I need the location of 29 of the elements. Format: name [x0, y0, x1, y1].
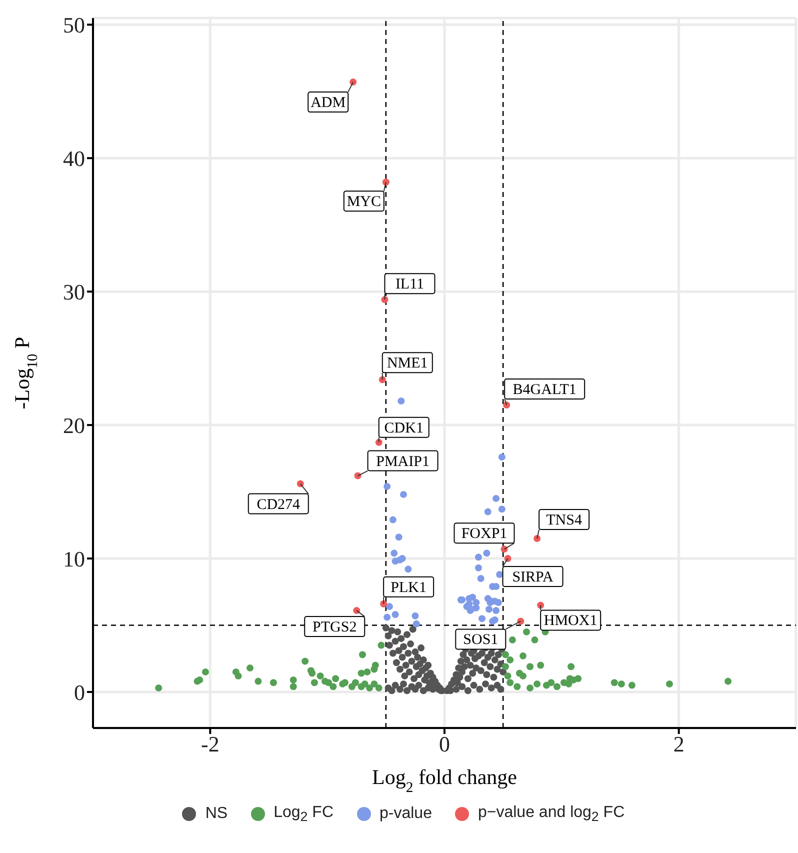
- annotation: IL11: [395, 276, 424, 293]
- annotation: HMOX1: [544, 613, 598, 630]
- annotation: MYC: [346, 194, 382, 210]
- annotation: PLK1: [390, 580, 426, 596]
- annotation: PMAIP1: [376, 454, 430, 470]
- annotation: TNS4: [546, 512, 582, 528]
- x-axis-title: Log$_{2}$ fold change: [372, 765, 517, 796]
- annotation: CDK1: [384, 420, 424, 436]
- y-tick-label: 20: [63, 412, 85, 438]
- annotation: NME1: [386, 356, 428, 372]
- y-tick-label: 40: [63, 146, 85, 171]
- legend-label: NS: [205, 805, 228, 824]
- annotation: PTGS2: [312, 620, 357, 636]
- legend-label: p−value and log$_{2}$ FC: [478, 804, 625, 824]
- y-tick-label: 10: [63, 546, 85, 572]
- y-tick-label: 50: [63, 12, 85, 38]
- legend-label: p-value: [380, 805, 432, 824]
- y-tick-label: 30: [63, 279, 85, 304]
- x-tick-label: 0: [439, 732, 450, 757]
- legend-label: Log$_{2}$ FC: [274, 804, 334, 824]
- annotation: CD274: [256, 496, 301, 513]
- annotation: SIRPA: [512, 570, 554, 586]
- y-tick-label: 0: [74, 680, 85, 705]
- annotation: B4GALT1: [512, 382, 576, 398]
- x-tick-label: 2: [673, 732, 684, 757]
- x-tick-label: -2: [201, 732, 220, 757]
- annotation: FOXP1: [461, 526, 508, 542]
- annotation: ADM: [310, 95, 346, 112]
- annotation: SOS1: [463, 632, 498, 648]
